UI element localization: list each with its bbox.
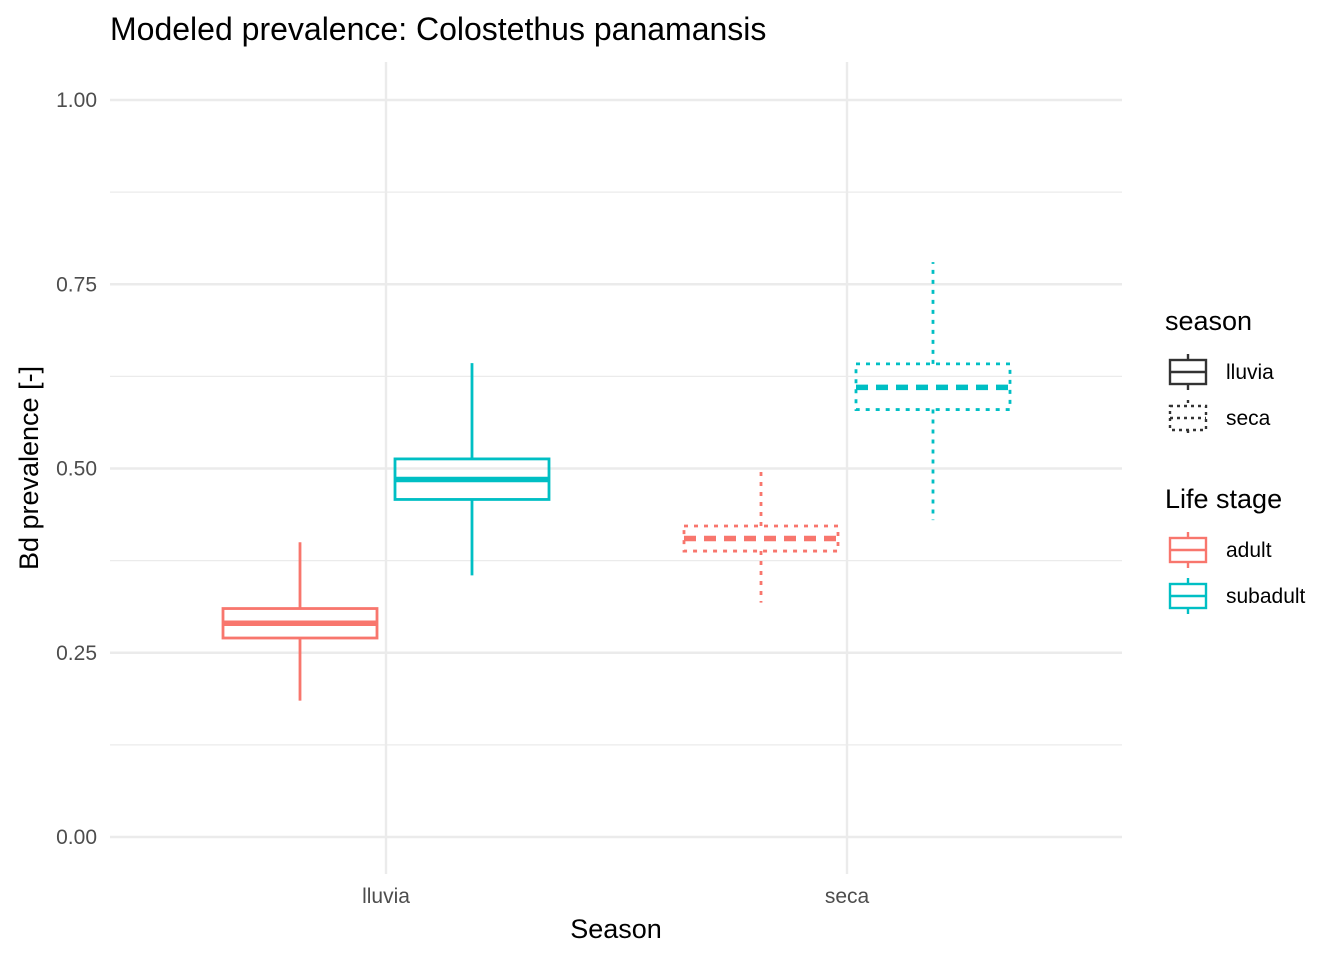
x-tick-label-lluvia: lluvia <box>362 885 410 908</box>
legend-key-adult <box>1168 532 1208 568</box>
legend: season lluvia seca Life stage adult subadult <box>1165 306 1306 614</box>
legend-label-subadult: subadult <box>1226 585 1306 608</box>
legend-label-lluvia: lluvia <box>1226 361 1274 384</box>
box-subadult-lluvia <box>393 363 551 576</box>
legend-label-seca: seca <box>1226 407 1271 430</box>
box-adult-lluvia <box>221 542 379 701</box>
box-subadult-seca <box>854 262 1012 521</box>
legend-title: season <box>1165 306 1252 336</box>
y-tick-label: 0.75 <box>56 273 97 296</box>
axis-layer: 0.00 0.25 0.50 0.75 1.00 lluvia seca <box>56 89 869 908</box>
y-tick-label: 1.00 <box>56 89 97 112</box>
y-tick-label: 0.00 <box>56 826 97 849</box>
legend-key-subadult <box>1168 578 1208 614</box>
legend-label-adult: adult <box>1226 539 1272 562</box>
y-axis-title: Bd prevalence [-] <box>14 366 44 570</box>
grid-layer <box>110 62 1122 874</box>
y-tick-label: 0.50 <box>56 458 97 481</box>
chart-title: Modeled prevalence: Colostethus panamans… <box>110 11 766 47</box>
x-tick-label-seca: seca <box>825 885 870 908</box>
box-layer <box>221 262 1012 701</box>
x-axis-title: Season <box>570 914 662 944</box>
y-tick-label: 0.25 <box>56 642 97 665</box>
box-adult-seca <box>682 468 840 603</box>
legend-key-lluvia <box>1168 354 1208 390</box>
legend-title: Life stage <box>1165 484 1282 514</box>
legend-key-seca <box>1168 400 1208 436</box>
